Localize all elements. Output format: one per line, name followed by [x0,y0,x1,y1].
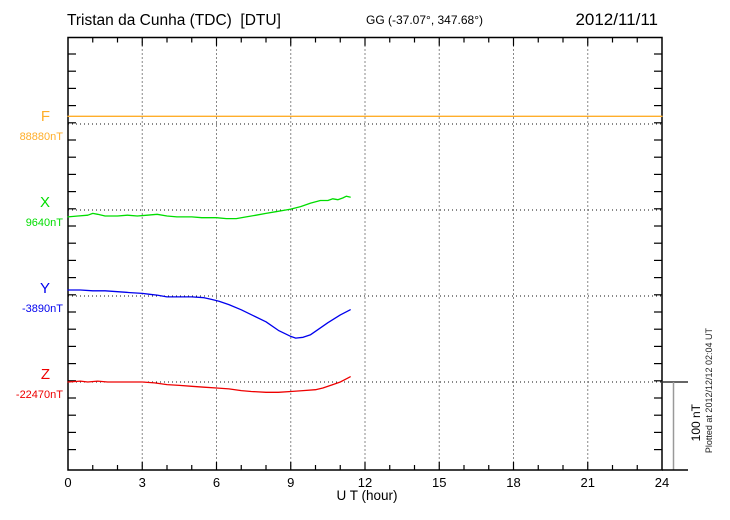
hour-label-15: 15 [432,475,447,490]
hour-label-3: 3 [138,475,146,490]
component-label-F: F [40,108,50,125]
observatory-coordinates: GG (-37.07°, 347.68°) [366,13,483,27]
hour-label-9: 9 [287,475,295,490]
x-axis-title: U T (hour) [336,488,398,503]
hour-label-0: 0 [64,475,72,490]
component-label-Z: Z [40,366,50,383]
component-label-Y: Y [39,280,50,297]
trace-Y [67,289,351,339]
hour-label-12: 12 [357,475,373,490]
plot-date: 2012/11/11 [575,10,658,29]
component-baseline-value-Z: -22470nT [15,389,63,401]
hour-label-24: 24 [654,475,670,490]
trace-X [67,195,351,220]
component-label-X: X [39,194,50,211]
page-title: Tristan da Cunha (TDC) [DTU] [67,12,281,29]
plotted-timestamp: Plotted at 2012/12/12 02:04 UT [704,328,714,454]
hour-label-18: 18 [506,475,521,490]
scale-bar-label: 100 nT [689,404,703,442]
component-baseline-value-Y: -3890nT [22,303,63,315]
hour-label-21: 21 [580,475,595,490]
component-baseline-value-F: 88880nT [19,131,63,143]
hour-label-6: 6 [212,475,221,490]
component-baseline-value-X: 9640nT [25,217,63,229]
trace-Z [67,376,351,393]
